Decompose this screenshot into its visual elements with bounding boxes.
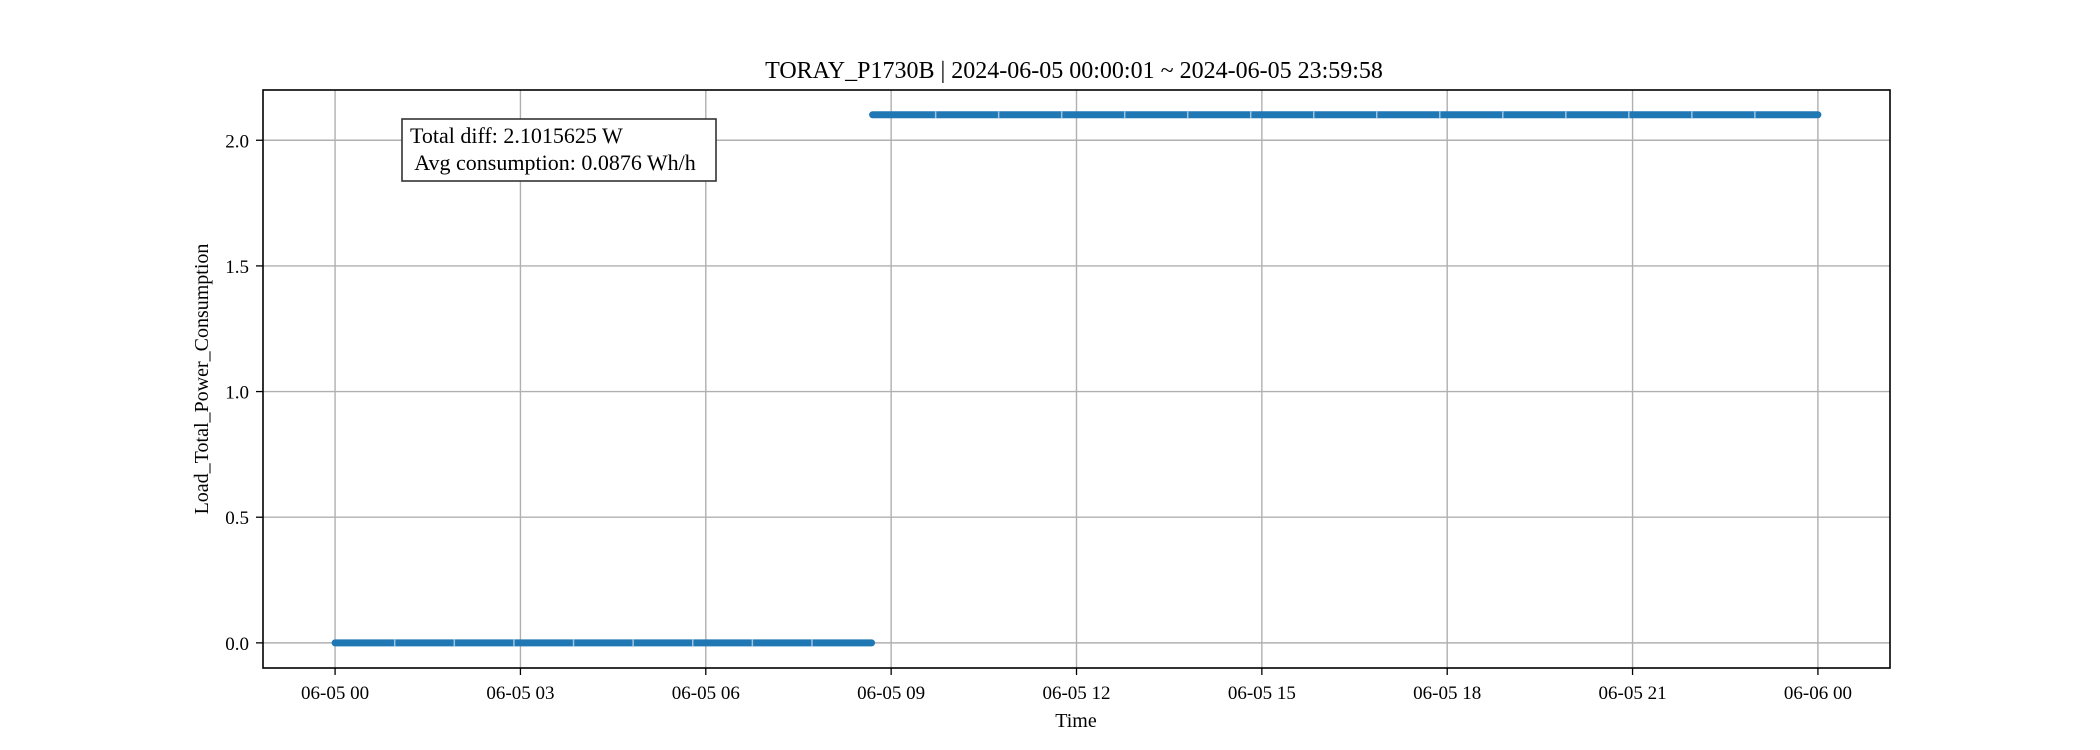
y-tick-label: 2.0 — [225, 131, 249, 152]
x-tick-label: 06-05 12 — [1042, 683, 1110, 704]
annotation-line-2: Avg consumption: 0.0876 Wh/h — [410, 150, 696, 175]
x-tick-label: 06-06 00 — [1784, 683, 1852, 704]
y-tick-label: 0.0 — [225, 634, 249, 655]
chart-title: TORAY_P1730B | 2024-06-05 00:00:01 ~ 202… — [765, 58, 1383, 84]
tick-layer: 06-05 00 06-05 03 06-05 06 06-05 09 06-05 12… — [225, 131, 1852, 704]
y-tick-label: 1.0 — [225, 383, 249, 404]
x-tick-label: 06-05 09 — [857, 683, 925, 704]
annotation-line-1: Total diff: 2.1015625 W — [410, 123, 623, 148]
y-tick-label: 0.5 — [225, 508, 249, 529]
x-tick-label: 06-05 03 — [486, 683, 554, 704]
x-tick-label: 06-05 21 — [1599, 683, 1667, 704]
y-axis-label: Load_Total_Power_Consumption — [191, 244, 213, 515]
x-tick-label: 06-05 06 — [672, 683, 740, 704]
series-layer — [331, 111, 1822, 647]
x-tick-label: 06-05 18 — [1413, 683, 1481, 704]
annotation-box: Total diff: 2.1015625 W Avg consumption:… — [401, 118, 717, 182]
y-tick-label: 1.5 — [225, 257, 249, 278]
annotation-frame — [401, 118, 717, 182]
x-tick-label: 06-05 00 — [301, 683, 369, 704]
x-axis-label: Time — [1055, 710, 1097, 732]
x-tick-label: 06-05 15 — [1228, 683, 1296, 704]
